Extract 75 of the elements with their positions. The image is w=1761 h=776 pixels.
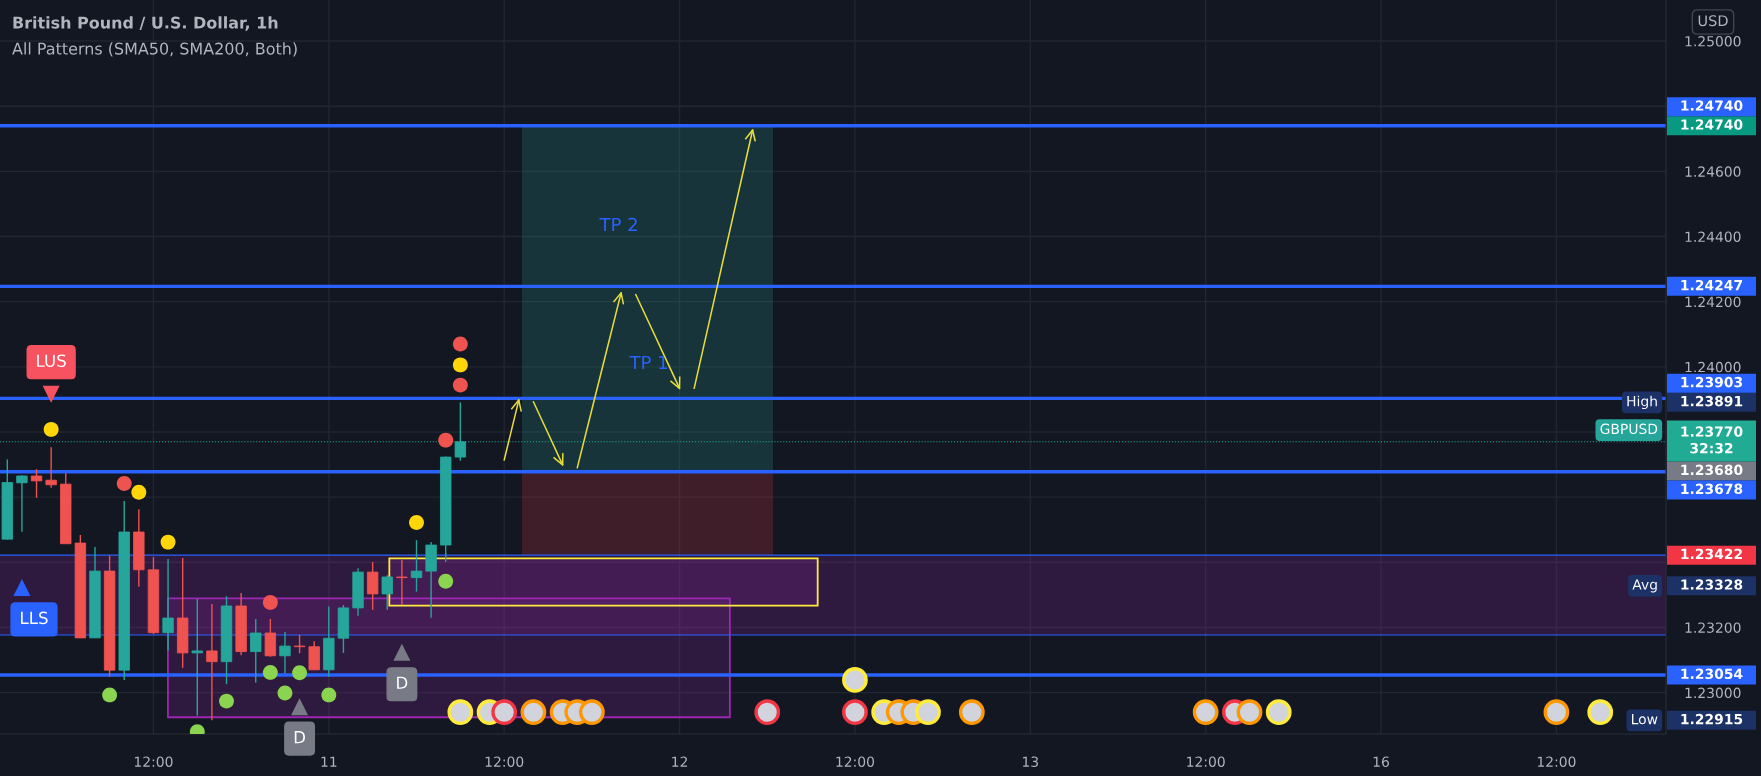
candlestick [279,631,291,675]
point [438,573,454,589]
x-tick-label: 12:00 [485,756,524,767]
candlestick [264,618,277,658]
point [43,421,59,437]
x-tick-label: 12:00 [836,756,875,767]
point [452,336,468,352]
x-tick-label: 12:00 [1537,756,1576,767]
text: Avg 1.23328 [1632,579,1743,593]
data-label: LUS [37,354,66,368]
candlestick [396,559,408,606]
y-tick-label: 1.23000 [1685,687,1741,699]
y-tick-label: 1.24400 [1685,231,1741,242]
point [160,534,176,550]
x-tick-label: 13 [1022,756,1039,767]
candlestick [250,618,262,684]
text: All Patterns (SMA50, SMA200, Both) [12,42,297,57]
y-tick-label: 1.24600 [1685,166,1741,177]
candlestick [162,558,174,652]
y-tick-label: 1.25000 [1685,36,1741,47]
text: 1.23680 [1681,464,1743,476]
point [321,687,337,703]
candlestick [45,446,57,489]
candlestick [30,468,43,499]
y-tick-label: 1.23200 [1685,622,1741,633]
text: British Pound / U.S. Dollar, 1h [13,16,278,31]
point [393,643,411,661]
candlestick [191,598,203,717]
point [452,377,468,393]
data-label: D [397,676,408,689]
text: High 1.23891 [1627,395,1743,410]
candlestick [366,561,379,611]
point [42,385,60,403]
candlestick [381,574,393,611]
point [262,664,278,680]
ref-line-label: 1.23054 [1681,668,1743,680]
point [262,594,278,610]
point [102,687,118,703]
text: Low 1.22915 [1632,713,1743,725]
ref-line-label: 1.23678 [1681,483,1743,495]
ref-line-label: 1.23903 [1681,376,1743,388]
y-tick-label: 1.24000 [1685,361,1741,373]
candlestick [308,640,320,671]
annotation: TP 2 [599,217,637,232]
x-tick-label: 16 [1373,756,1389,767]
candlestick [410,539,423,593]
data-label: LLS [21,611,48,625]
y-tick-label: 1.24200 [1685,296,1741,308]
x-tick-label: 12:00 [134,756,173,767]
point [131,484,147,500]
ref-line-label: 1.23770 32:32 [1681,426,1743,454]
annotation: TP 1 [629,355,667,370]
ref-line-label: 1.24247 [1681,279,1743,291]
candlestick [206,603,218,722]
point [452,357,468,373]
point [13,578,31,596]
point [116,476,132,491]
point [277,685,293,701]
data-label: D [294,731,306,744]
x-tick-label: 12 [672,756,687,767]
point [409,515,424,531]
point [842,667,868,693]
point [438,432,454,448]
point [291,698,309,716]
y-axis-title: USD [1698,15,1728,27]
candlestick [16,474,28,533]
text: 1.23422 [1681,548,1742,560]
point [219,693,234,709]
ref-line-label: 1.24740 [1681,100,1743,111]
x-tick-label: 11 [321,756,337,767]
x-tick-label: 12:00 [1187,756,1225,767]
candlestick [293,634,306,654]
text: GBPUSD [1600,423,1658,435]
point [292,665,308,681]
text: 1.24740 [1681,119,1743,130]
